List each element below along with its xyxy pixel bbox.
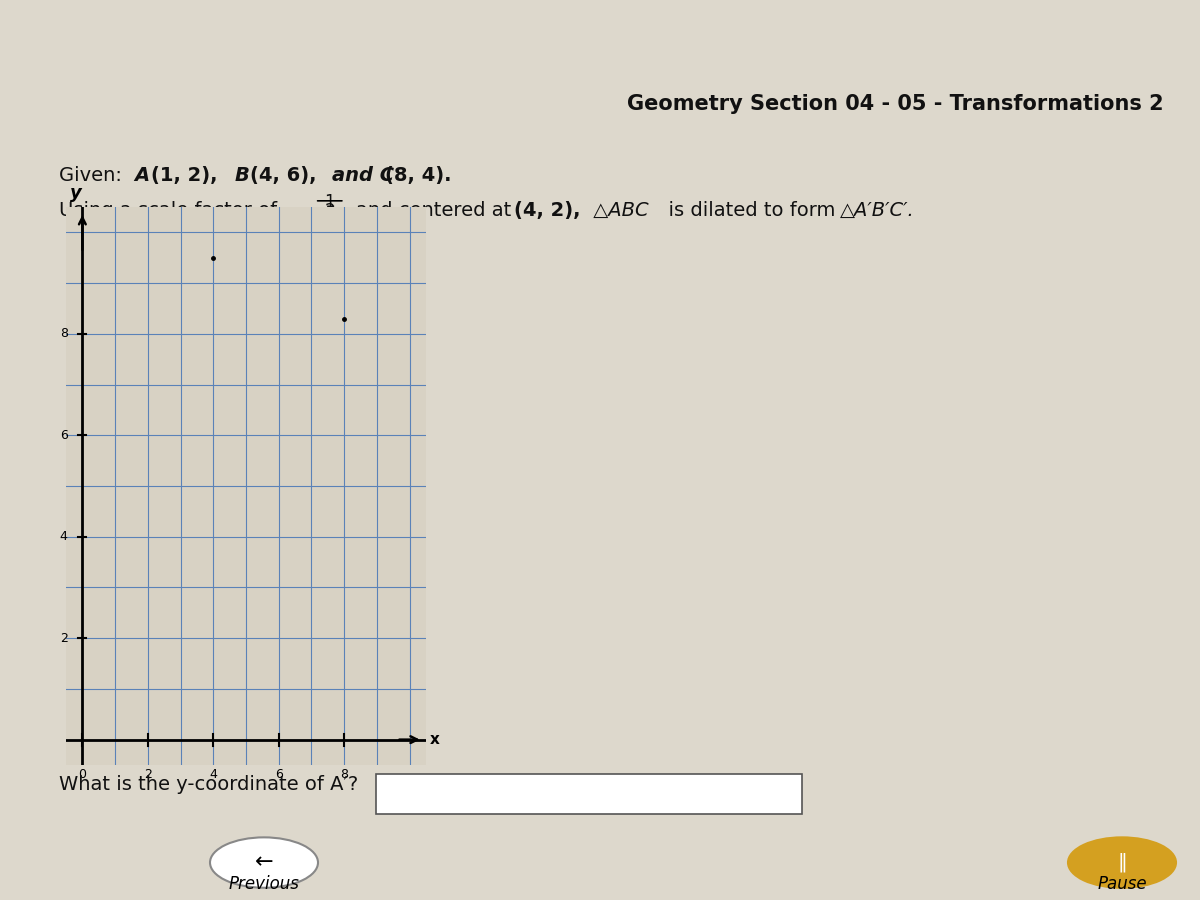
Ellipse shape	[210, 837, 318, 887]
Text: Given:: Given:	[59, 166, 128, 185]
Text: 8: 8	[60, 328, 67, 340]
Text: ←: ←	[254, 852, 274, 873]
Text: Previous: Previous	[228, 875, 300, 893]
Text: is dilated to form: is dilated to form	[655, 201, 847, 220]
Text: (4, 2),: (4, 2),	[514, 201, 587, 220]
Text: 4: 4	[209, 768, 217, 780]
Text: ‖: ‖	[1117, 853, 1127, 872]
Text: x: x	[430, 732, 439, 747]
Text: and C: and C	[332, 166, 394, 185]
Text: (4, 6),: (4, 6),	[251, 166, 324, 185]
Text: 6: 6	[60, 428, 67, 442]
Text: 4: 4	[60, 530, 67, 544]
Text: B: B	[234, 166, 250, 185]
Text: (1, 2),: (1, 2),	[151, 166, 224, 185]
Text: y: y	[70, 184, 82, 202]
Text: 1: 1	[324, 194, 335, 212]
Text: △ABC: △ABC	[587, 201, 648, 220]
Text: 8: 8	[340, 768, 348, 780]
Text: What is the y-coordinate of A′?: What is the y-coordinate of A′?	[59, 775, 359, 795]
Text: Using a scale factor of: Using a scale factor of	[59, 201, 277, 220]
Text: △A′B′C′.: △A′B′C′.	[840, 201, 914, 220]
FancyBboxPatch shape	[376, 774, 802, 814]
Text: 2: 2	[60, 632, 67, 644]
Text: (8, 4).: (8, 4).	[385, 166, 451, 185]
Text: 6: 6	[275, 768, 283, 780]
Text: and centered at: and centered at	[356, 201, 517, 220]
Text: 2: 2	[144, 768, 151, 780]
Text: 2: 2	[324, 202, 335, 220]
Text: A: A	[134, 166, 149, 185]
Text: Pause: Pause	[1097, 875, 1147, 893]
Text: Geometry Section 04 - 05 - Transformations 2: Geometry Section 04 - 05 - Transformatio…	[628, 94, 1164, 113]
Ellipse shape	[1068, 837, 1176, 887]
Text: 0: 0	[78, 768, 86, 780]
